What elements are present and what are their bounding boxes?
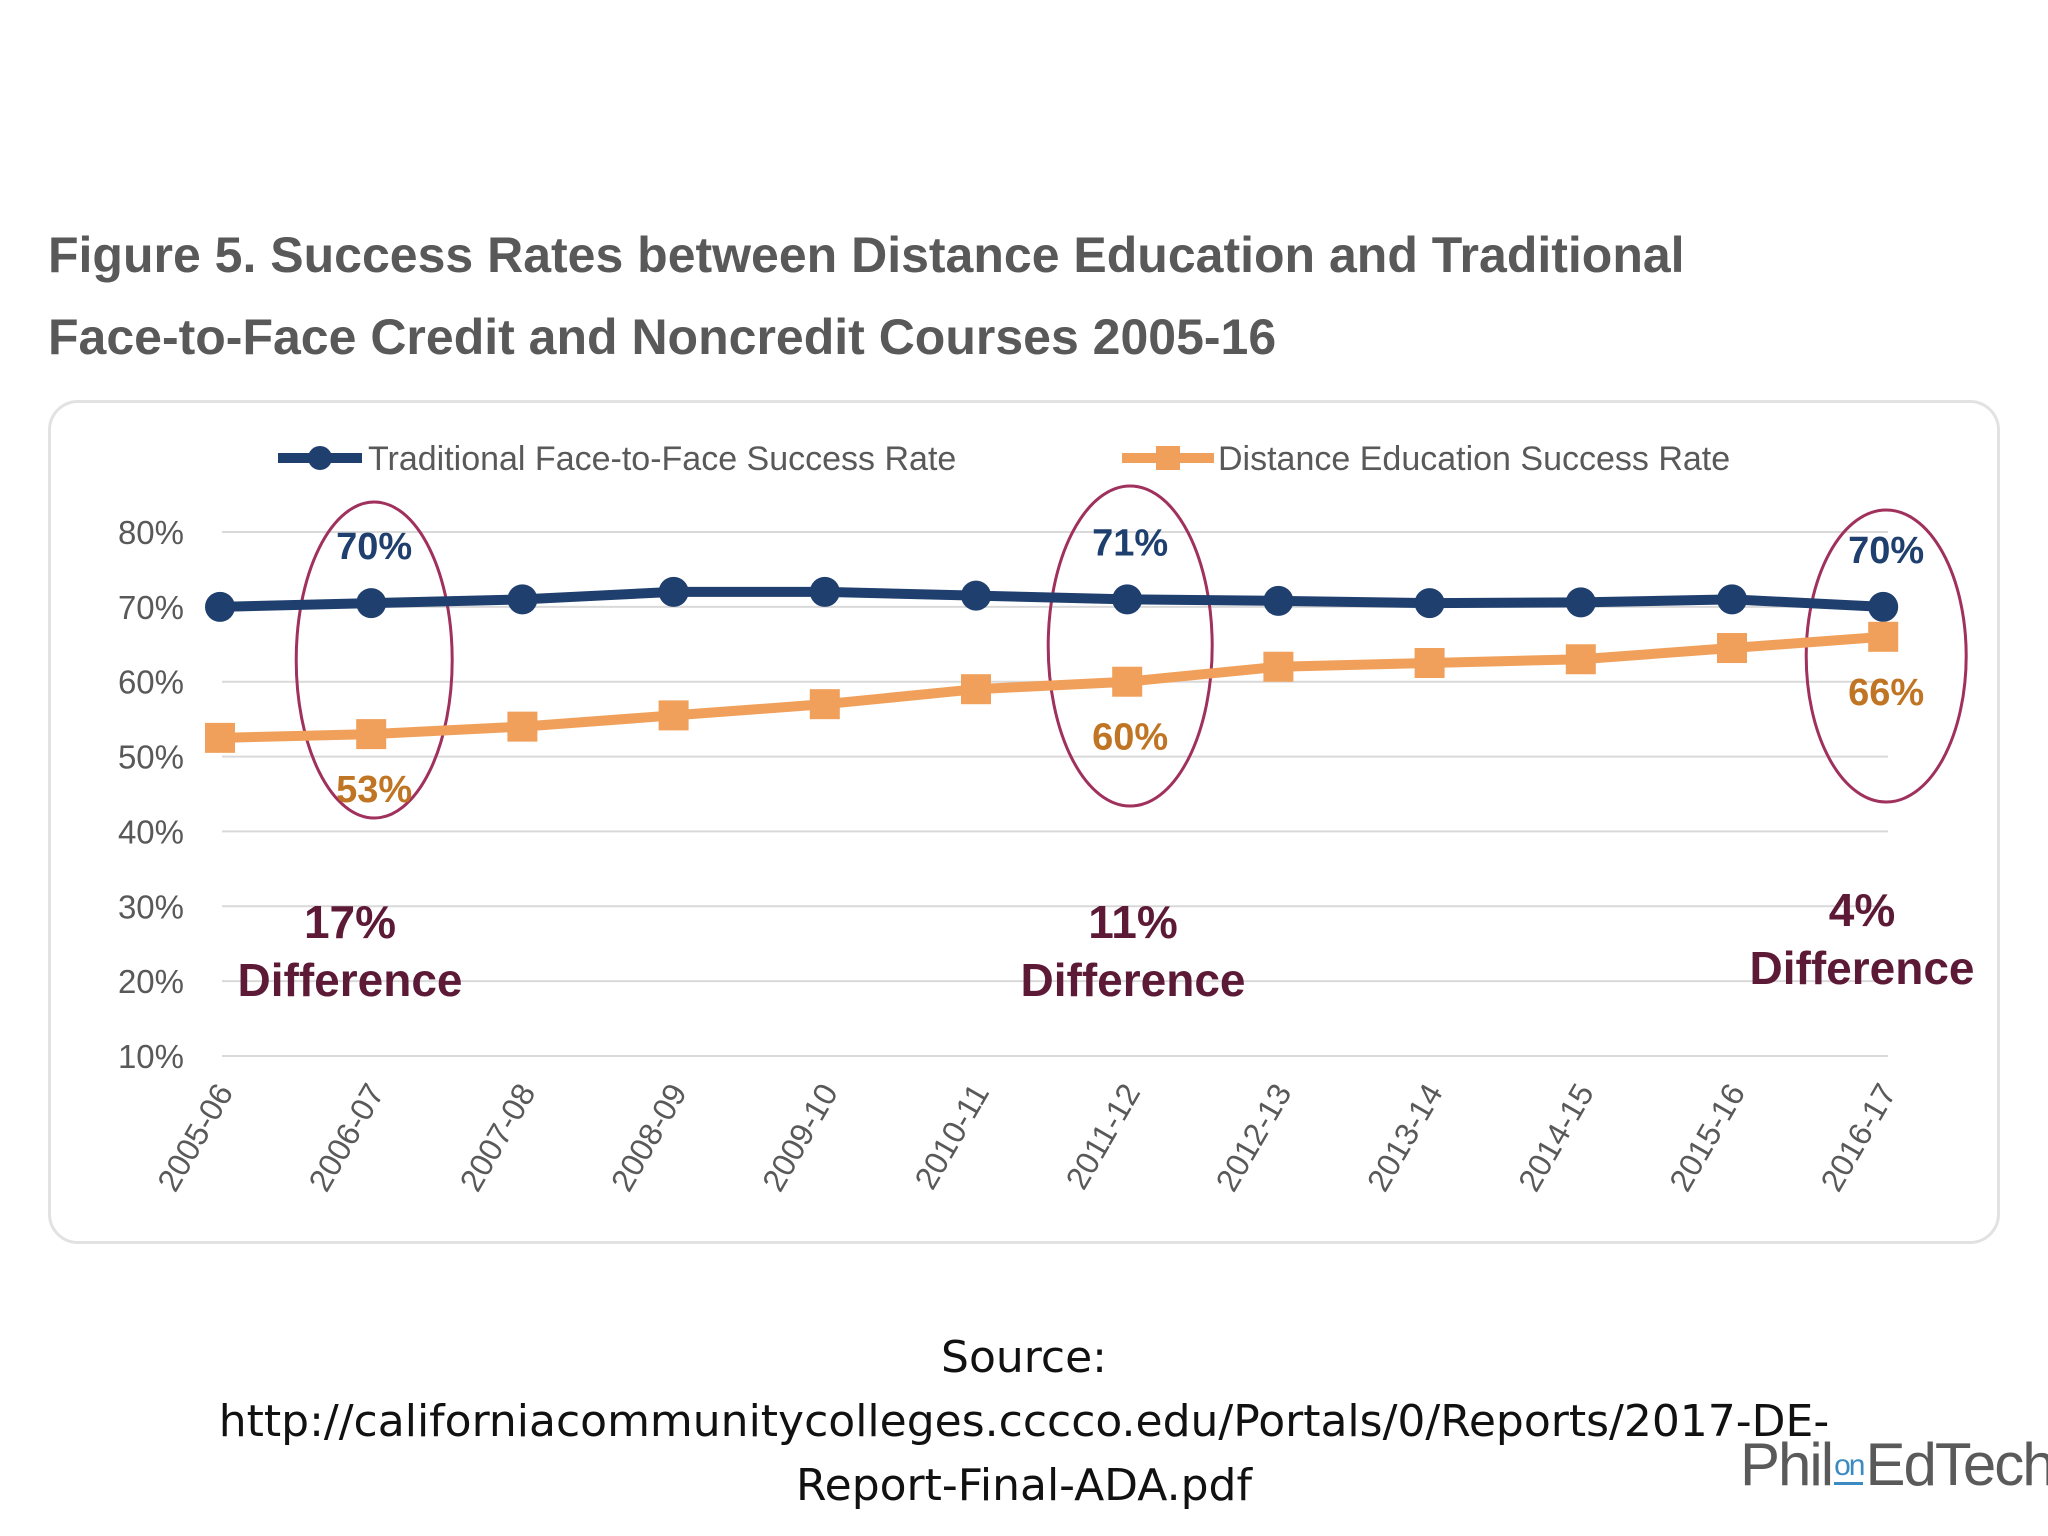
point-traditional [205, 591, 235, 622]
point-distance [1868, 621, 1899, 652]
data-label: 66% [1848, 672, 1924, 714]
point-distance [205, 722, 235, 753]
x-tick-label: 2014-15 [1511, 1078, 1601, 1198]
point-distance [809, 689, 840, 720]
legend-marker-distance [1156, 446, 1180, 470]
series-line-traditional [219, 586, 1884, 612]
legend-label: Distance Education Success Rate [1218, 440, 1730, 478]
point-traditional [1263, 585, 1294, 616]
logo-part-1: Phil [1740, 1431, 1834, 1498]
x-tick-label: 2005-06 [150, 1078, 240, 1198]
x-tick-label: 2009-10 [755, 1078, 845, 1198]
point-distance [1717, 633, 1747, 664]
chart-title-line-2: Face-to-Face Credit and Noncredit Course… [48, 309, 1277, 365]
point-traditional [507, 584, 538, 615]
point-distance [356, 719, 387, 750]
x-tick-label: 2007-08 [453, 1078, 543, 1198]
data-label: 70% [336, 526, 412, 568]
data-label: 53% [336, 769, 412, 811]
x-tick-label: 2015-16 [1662, 1078, 1752, 1198]
difference-annotation: Difference [238, 954, 463, 1006]
chart-title-line-1: Figure 5. Success Rates between Distance… [48, 227, 1685, 283]
point-traditional [1717, 584, 1747, 615]
series-line-distance [219, 631, 1884, 743]
difference-annotation: 17% [304, 896, 396, 948]
difference-annotation: Difference [1750, 942, 1975, 994]
point-traditional [1565, 587, 1596, 618]
x-tick-label: 2013-14 [1360, 1078, 1450, 1198]
y-tick-label: 50% [118, 739, 184, 776]
y-tick-label: 20% [118, 963, 184, 1000]
data-label: 70% [1848, 530, 1924, 572]
difference-annotation: 4% [1829, 884, 1895, 936]
point-distance [961, 674, 991, 705]
point-distance [1414, 648, 1445, 678]
difference-annotation: 11% [1088, 896, 1178, 948]
highlight-ellipse [1804, 508, 1968, 804]
point-traditional [961, 580, 991, 611]
source-line-3: Report-Final-ADA.pdf [796, 1460, 1252, 1511]
point-distance [658, 700, 689, 731]
highlight-ellipse [294, 500, 454, 820]
point-distance [1263, 651, 1294, 682]
y-tick-label: 30% [118, 888, 184, 925]
x-tick-label: 2010-11 [907, 1078, 996, 1196]
legend-label: Traditional Face-to-Face Success Rate [368, 440, 956, 478]
chart-panel [48, 400, 2000, 1244]
point-distance [507, 711, 538, 742]
source-citation: Source: http://californiacommunitycolleg… [0, 1326, 2048, 1518]
source-line-1: Source: [941, 1332, 1107, 1383]
logo-part-2: on [1834, 1449, 1865, 1485]
x-tick-label: 2011-12 [1059, 1078, 1148, 1196]
highlight-ellipse [1046, 484, 1214, 808]
data-label: 60% [1092, 717, 1168, 759]
chart-title: Figure 5. Success Rates between Distance… [48, 214, 1948, 378]
data-label: 71% [1092, 522, 1168, 564]
point-distance [1565, 644, 1596, 675]
phil-on-edtech-logo: PhilonEdTech [1740, 1430, 2048, 1500]
difference-annotation: Difference [1021, 954, 1246, 1006]
point-traditional [356, 588, 387, 619]
x-tick-label: 2012-13 [1209, 1078, 1299, 1198]
logo-part-3: EdTech [1865, 1431, 2048, 1498]
point-traditional [1112, 584, 1143, 615]
y-tick-label: 10% [118, 1038, 184, 1075]
y-tick-label: 70% [118, 589, 184, 626]
x-tick-label: 2008-09 [604, 1078, 694, 1198]
legend-marker-traditional [308, 446, 332, 470]
point-traditional [1868, 591, 1899, 622]
y-tick-label: 40% [118, 813, 184, 850]
point-traditional [1414, 588, 1445, 619]
x-tick-label: 2006-07 [301, 1078, 391, 1198]
point-traditional [658, 576, 689, 607]
y-tick-label: 60% [118, 664, 184, 701]
x-tick-label: 2016-17 [1813, 1078, 1903, 1198]
point-traditional [809, 576, 840, 607]
point-distance [1112, 666, 1143, 697]
source-line-2: http://californiacommunitycolleges.cccco… [218, 1396, 1830, 1447]
y-tick-label: 80% [118, 514, 184, 551]
